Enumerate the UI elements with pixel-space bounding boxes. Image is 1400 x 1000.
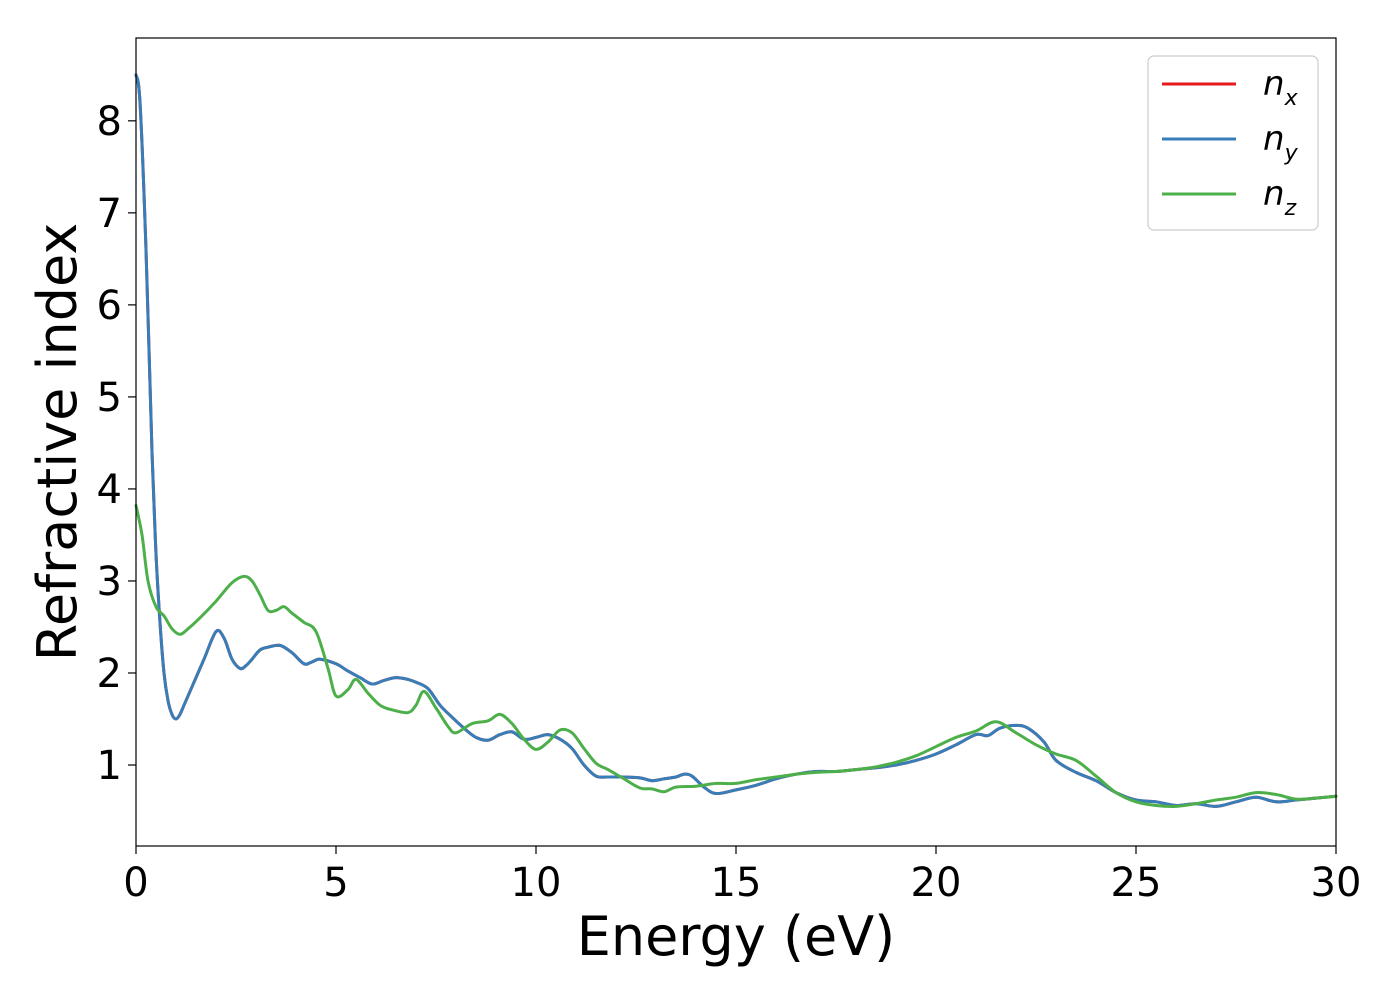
x-tick-label: 20	[911, 860, 962, 906]
y-tick-label: 5	[97, 375, 122, 421]
y-tick-label: 6	[97, 283, 122, 329]
series-line-y	[134, 73, 1338, 808]
y-tick-label: 2	[97, 651, 122, 697]
x-axis-label: Energy (eV)	[577, 905, 896, 968]
y-tick-label: 7	[97, 191, 122, 237]
y-tick-label: 3	[97, 559, 122, 605]
series-layer	[134, 73, 1338, 808]
x-tick-label: 25	[1111, 860, 1162, 906]
series-line-z	[134, 504, 1338, 808]
x-tick-label: 5	[323, 860, 348, 906]
y-tick-label: 4	[97, 467, 122, 513]
y-axis: 1 2 3 4 5 6 7 8	[97, 99, 136, 789]
legend-box	[1147, 55, 1319, 231]
y-axis-label: Refractive index	[26, 223, 89, 662]
legend-label-y: ny	[1263, 119, 1299, 166]
x-tick-label: 10	[511, 860, 562, 906]
plot-area	[136, 38, 1336, 846]
x-axis: 0 5 10 15 20 25 30	[123, 846, 1361, 906]
y-tick-label: 8	[97, 99, 122, 145]
x-tick-label: 0	[123, 860, 148, 906]
y-tick-label: 1	[97, 743, 122, 789]
x-tick-label: 30	[1311, 860, 1362, 906]
x-tick-label: 15	[711, 860, 762, 906]
